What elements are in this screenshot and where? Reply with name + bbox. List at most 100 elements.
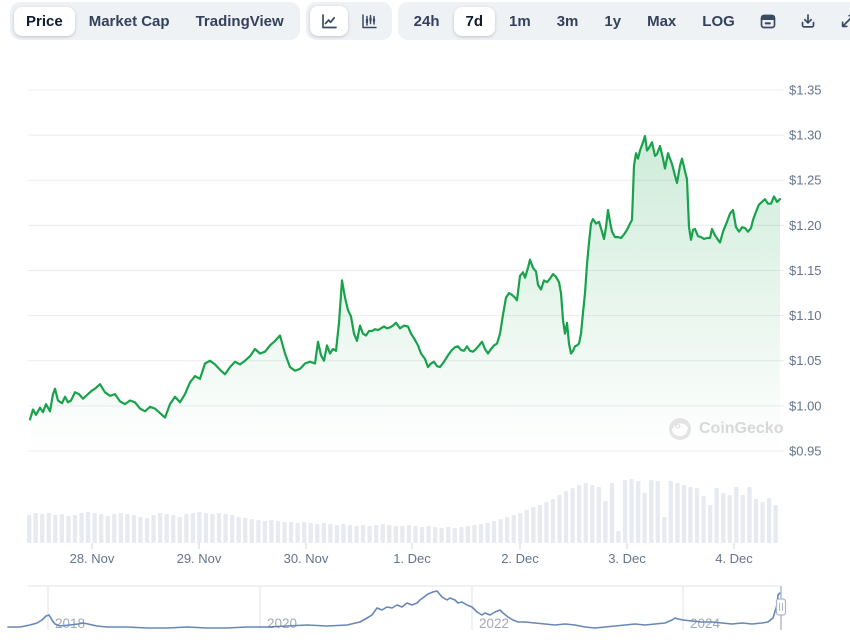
volume-bar	[387, 525, 392, 543]
volume-bar	[171, 515, 176, 543]
coingecko-watermark: CoinGecko	[668, 417, 783, 441]
volume-bar	[118, 513, 123, 543]
volume-bar	[740, 495, 745, 543]
tab-tradingview[interactable]: TradingView	[184, 7, 296, 36]
volume-bar	[714, 488, 719, 543]
volume-bar	[249, 519, 254, 543]
y-axis-label: $1.00	[789, 398, 822, 413]
volume-bar	[360, 525, 366, 543]
volume-bar	[452, 528, 457, 543]
range-max[interactable]: Max	[635, 7, 688, 36]
volume-bar	[216, 513, 222, 543]
navigator-history-line	[7, 590, 781, 629]
chart-view-tabs: Price Market Cap TradingView	[10, 2, 300, 40]
volume-bar	[570, 488, 575, 543]
date-range-picker-button[interactable]	[749, 6, 787, 36]
volume-bar	[668, 481, 673, 543]
volume-bar	[557, 495, 562, 543]
volume-bar	[210, 514, 215, 543]
volume-bar	[354, 526, 359, 543]
volume-bar	[518, 513, 523, 543]
volume-bar	[315, 524, 320, 543]
volume-bar	[544, 502, 549, 543]
fullscreen-button[interactable]	[829, 6, 850, 36]
volume-bar	[85, 512, 91, 543]
tab-price[interactable]: Price	[14, 6, 75, 36]
tab-market-cap[interactable]: Market Cap	[77, 7, 182, 36]
volume-bar	[694, 488, 700, 543]
y-axis-label: $1.15	[789, 263, 822, 278]
volume-bar	[138, 517, 143, 543]
volume-bar	[655, 481, 660, 543]
volume-bar	[66, 516, 71, 543]
volume-bar	[675, 483, 680, 543]
download-chart-button[interactable]	[789, 6, 827, 36]
volume-bar	[203, 513, 209, 543]
volume-bar	[341, 524, 346, 543]
navigator-handle[interactable]	[775, 598, 787, 616]
volume-bar	[681, 485, 687, 543]
volume-bar	[243, 518, 248, 543]
volume-bar	[446, 527, 451, 543]
volume-bar	[596, 487, 601, 543]
volume-bar	[721, 493, 726, 543]
volume-bar	[92, 513, 97, 543]
y-axis-label: $1.30	[789, 128, 822, 143]
volume-bar	[498, 519, 503, 543]
line-chart-toggle[interactable]	[309, 6, 348, 36]
volume-bar	[465, 526, 470, 543]
volume-bar	[590, 485, 595, 543]
volume-bar	[288, 522, 294, 543]
line-chart-icon	[319, 11, 339, 31]
volume-bar	[197, 512, 202, 543]
y-axis-label: $1.25	[789, 173, 822, 188]
volume-bar	[302, 522, 307, 543]
volume-bar	[531, 507, 536, 543]
volume-bar	[164, 514, 169, 543]
volume-bar	[609, 483, 615, 543]
coingecko-logo-icon	[668, 417, 692, 441]
volume-bar	[583, 483, 588, 543]
volume-bar	[151, 515, 156, 543]
volume-bar	[636, 481, 641, 543]
volume-bar	[433, 527, 438, 543]
volume-bar	[727, 495, 732, 543]
range-1m[interactable]: 1m	[497, 7, 543, 36]
volume-bar	[59, 514, 64, 543]
log-scale-toggle[interactable]: LOG	[690, 7, 747, 36]
volume-bar	[747, 487, 752, 543]
volume-bar	[603, 501, 608, 543]
volume-bar	[616, 531, 621, 543]
volume-bar	[760, 502, 765, 543]
volume-bar	[158, 513, 163, 543]
volume-bar	[662, 517, 667, 543]
candlestick-chart-toggle[interactable]	[350, 6, 388, 36]
volume-bar	[550, 499, 556, 543]
range-1y[interactable]: 1y	[592, 7, 633, 36]
volume-bar	[321, 523, 326, 543]
range-7d[interactable]: 7d	[453, 6, 496, 36]
range-3m[interactable]: 3m	[545, 7, 591, 36]
volume-bar	[347, 525, 353, 543]
volume-bar	[491, 521, 497, 543]
navigator-year-label: 2018	[55, 616, 85, 631]
volume-bar	[40, 514, 45, 543]
fullscreen-icon	[838, 11, 850, 31]
range-24h[interactable]: 24h	[402, 7, 452, 36]
volume-bar	[688, 487, 693, 543]
volume-bar	[367, 526, 372, 543]
volume-bar	[27, 515, 32, 543]
chart-toolbar: Price Market Cap TradingView	[10, 2, 850, 40]
price-area-fill	[30, 136, 780, 452]
volume-bar	[177, 517, 182, 543]
volume-bar	[262, 521, 267, 543]
volume-bar	[642, 493, 647, 543]
volume-bar	[33, 513, 38, 543]
volume-bar	[701, 496, 706, 543]
y-axis-label: $1.05	[789, 353, 822, 368]
volume-bar	[131, 515, 137, 543]
volume-bar	[230, 515, 235, 543]
volume-bar	[328, 524, 333, 543]
volume-bar	[282, 522, 287, 543]
